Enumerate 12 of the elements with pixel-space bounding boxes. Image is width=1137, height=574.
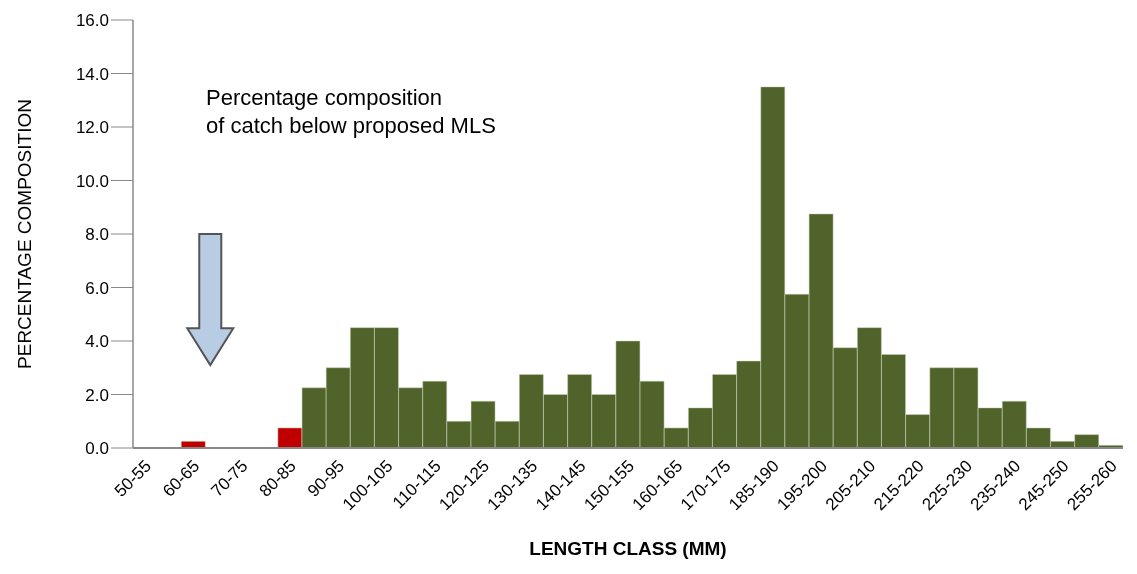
x-axis-title: LENGTH CLASS (MM) bbox=[529, 538, 727, 560]
y-tick-label: 6.0 bbox=[85, 278, 109, 298]
y-tick-label: 4.0 bbox=[85, 332, 109, 352]
y-tick-label: 14.0 bbox=[75, 64, 109, 84]
y-tick-label: 2.0 bbox=[85, 385, 109, 405]
y-axis-title: PERCENTAGE COMPOSITION bbox=[14, 99, 36, 369]
y-tick-label: 10.0 bbox=[75, 171, 109, 191]
y-tick-label: 8.0 bbox=[85, 225, 109, 245]
y-tick-label: 12.0 bbox=[75, 118, 109, 138]
annotation: Percentage composition of catch below proposed MLS bbox=[206, 84, 496, 140]
y-tick-label: 0.0 bbox=[85, 439, 109, 459]
y-tick-label: 16.0 bbox=[75, 11, 109, 31]
